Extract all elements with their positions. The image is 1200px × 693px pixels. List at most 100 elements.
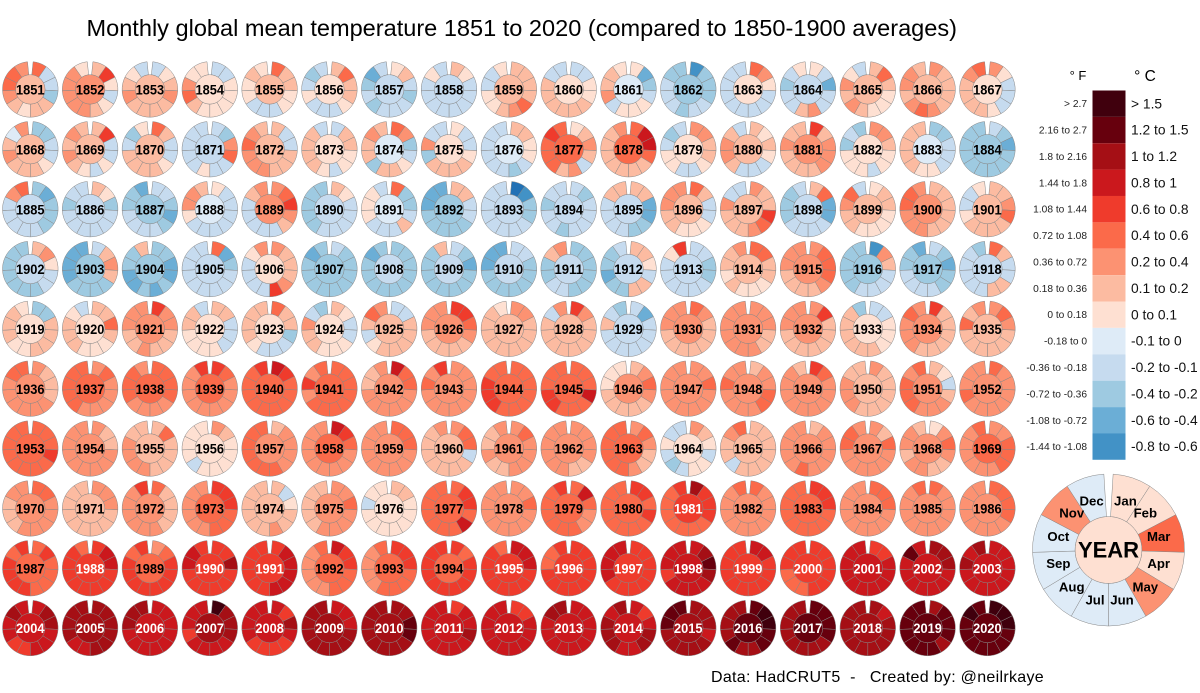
- svg-text:2007: 2007: [196, 621, 225, 636]
- svg-text:1904: 1904: [136, 262, 165, 277]
- svg-text:1863: 1863: [734, 83, 763, 98]
- svg-text:May: May: [1132, 579, 1158, 594]
- svg-text:1993: 1993: [375, 561, 404, 576]
- svg-text:1851: 1851: [16, 83, 45, 98]
- svg-text:1932: 1932: [794, 322, 823, 337]
- svg-text:1 to 1.2: 1 to 1.2: [1131, 149, 1177, 164]
- svg-text:1994: 1994: [435, 561, 464, 576]
- svg-text:1913: 1913: [674, 262, 703, 277]
- svg-text:> 2.7: > 2.7: [1064, 99, 1087, 110]
- svg-text:2011: 2011: [435, 621, 464, 636]
- svg-text:1917: 1917: [913, 262, 942, 277]
- svg-text:1911: 1911: [554, 262, 583, 277]
- svg-text:1981: 1981: [674, 502, 703, 517]
- svg-text:1880: 1880: [734, 142, 763, 157]
- svg-text:1960: 1960: [435, 442, 464, 457]
- svg-text:1897: 1897: [734, 202, 763, 217]
- svg-text:1948: 1948: [734, 382, 763, 397]
- svg-text:1978: 1978: [495, 502, 524, 517]
- svg-text:1954: 1954: [76, 442, 105, 457]
- svg-text:1900: 1900: [913, 202, 942, 217]
- svg-text:1982: 1982: [734, 502, 763, 517]
- svg-text:Nov: Nov: [1059, 506, 1085, 521]
- svg-text:2012: 2012: [495, 621, 524, 636]
- svg-text:1857: 1857: [375, 83, 404, 98]
- svg-text:1887: 1887: [136, 202, 165, 217]
- svg-text:° C: ° C: [1134, 68, 1156, 85]
- svg-text:1983: 1983: [794, 502, 823, 517]
- svg-text:1855: 1855: [255, 83, 284, 98]
- svg-text:1902: 1902: [16, 262, 45, 277]
- svg-text:1953: 1953: [16, 442, 45, 457]
- svg-text:-0.36 to -0.18: -0.36 to -0.18: [1026, 363, 1087, 374]
- svg-text:2001: 2001: [854, 561, 883, 576]
- svg-text:1883: 1883: [913, 142, 942, 157]
- svg-text:1926: 1926: [435, 322, 464, 337]
- svg-text:YEAR: YEAR: [1078, 538, 1139, 563]
- svg-text:1928: 1928: [554, 322, 583, 337]
- svg-text:1884: 1884: [973, 142, 1002, 157]
- svg-text:1996: 1996: [554, 561, 583, 576]
- svg-text:2017: 2017: [794, 621, 823, 636]
- svg-text:2014: 2014: [614, 621, 643, 636]
- svg-text:1909: 1909: [435, 262, 464, 277]
- svg-text:1907: 1907: [315, 262, 344, 277]
- svg-text:Monthly global mean temperatur: Monthly global mean temperature 1851 to …: [87, 15, 957, 41]
- svg-text:0 to 0.1: 0 to 0.1: [1131, 307, 1177, 322]
- svg-text:1852: 1852: [76, 83, 105, 98]
- svg-text:1963: 1963: [614, 442, 643, 457]
- svg-text:1971: 1971: [76, 502, 105, 517]
- svg-text:1942: 1942: [375, 382, 404, 397]
- svg-text:1879: 1879: [674, 142, 703, 157]
- svg-text:Apr: Apr: [1147, 556, 1170, 571]
- svg-text:-0.72 to -0.36: -0.72 to -0.36: [1026, 389, 1087, 400]
- svg-text:1868: 1868: [16, 142, 45, 157]
- svg-text:1975: 1975: [315, 502, 344, 517]
- svg-text:1955: 1955: [136, 442, 165, 457]
- svg-text:Sep: Sep: [1046, 556, 1070, 571]
- svg-text:2016: 2016: [734, 621, 763, 636]
- svg-text:Dec: Dec: [1079, 493, 1103, 508]
- svg-text:1990: 1990: [196, 561, 225, 576]
- svg-text:2019: 2019: [913, 621, 942, 636]
- svg-text:Feb: Feb: [1134, 506, 1157, 521]
- svg-text:1930: 1930: [674, 322, 703, 337]
- svg-text:1958: 1958: [315, 442, 344, 457]
- svg-text:1871: 1871: [196, 142, 225, 157]
- svg-text:1980: 1980: [614, 502, 643, 517]
- svg-text:1979: 1979: [554, 502, 583, 517]
- svg-text:1858: 1858: [435, 83, 464, 98]
- svg-text:2009: 2009: [315, 621, 344, 636]
- svg-text:1920: 1920: [76, 322, 105, 337]
- svg-text:1962: 1962: [554, 442, 583, 457]
- svg-text:1856: 1856: [315, 83, 344, 98]
- svg-text:2003: 2003: [973, 561, 1002, 576]
- svg-text:0.72 to 1.08: 0.72 to 1.08: [1033, 231, 1087, 242]
- svg-text:1918: 1918: [973, 262, 1002, 277]
- svg-text:Data: HadCRUT5 - Created by: Data: HadCRUT5 - Created by: @neilrkaye: [711, 669, 1044, 686]
- svg-text:1881: 1881: [794, 142, 823, 157]
- svg-text:2015: 2015: [674, 621, 703, 636]
- svg-text:1973: 1973: [196, 502, 225, 517]
- svg-text:1969: 1969: [973, 442, 1002, 457]
- svg-text:1931: 1931: [734, 322, 763, 337]
- svg-text:2004: 2004: [16, 621, 45, 636]
- svg-text:1952: 1952: [973, 382, 1002, 397]
- svg-text:-0.2 to -0.1: -0.2 to -0.1: [1131, 360, 1198, 375]
- svg-text:2006: 2006: [136, 621, 165, 636]
- svg-text:° F: ° F: [1070, 68, 1087, 83]
- svg-text:1989: 1989: [136, 561, 165, 576]
- svg-text:-0.4 to -0.2: -0.4 to -0.2: [1131, 387, 1198, 402]
- svg-text:1877: 1877: [554, 142, 583, 157]
- svg-text:1970: 1970: [16, 502, 45, 517]
- svg-text:1864: 1864: [794, 83, 823, 98]
- svg-text:1937: 1937: [76, 382, 105, 397]
- svg-text:2002: 2002: [913, 561, 942, 576]
- svg-text:1991: 1991: [255, 561, 284, 576]
- svg-text:1.8 to 2.16: 1.8 to 2.16: [1039, 152, 1087, 163]
- svg-text:1939: 1939: [196, 382, 225, 397]
- svg-text:0 to 0.18: 0 to 0.18: [1047, 310, 1087, 321]
- svg-text:1859: 1859: [495, 83, 524, 98]
- svg-text:1886: 1886: [76, 202, 105, 217]
- svg-text:1995: 1995: [495, 561, 524, 576]
